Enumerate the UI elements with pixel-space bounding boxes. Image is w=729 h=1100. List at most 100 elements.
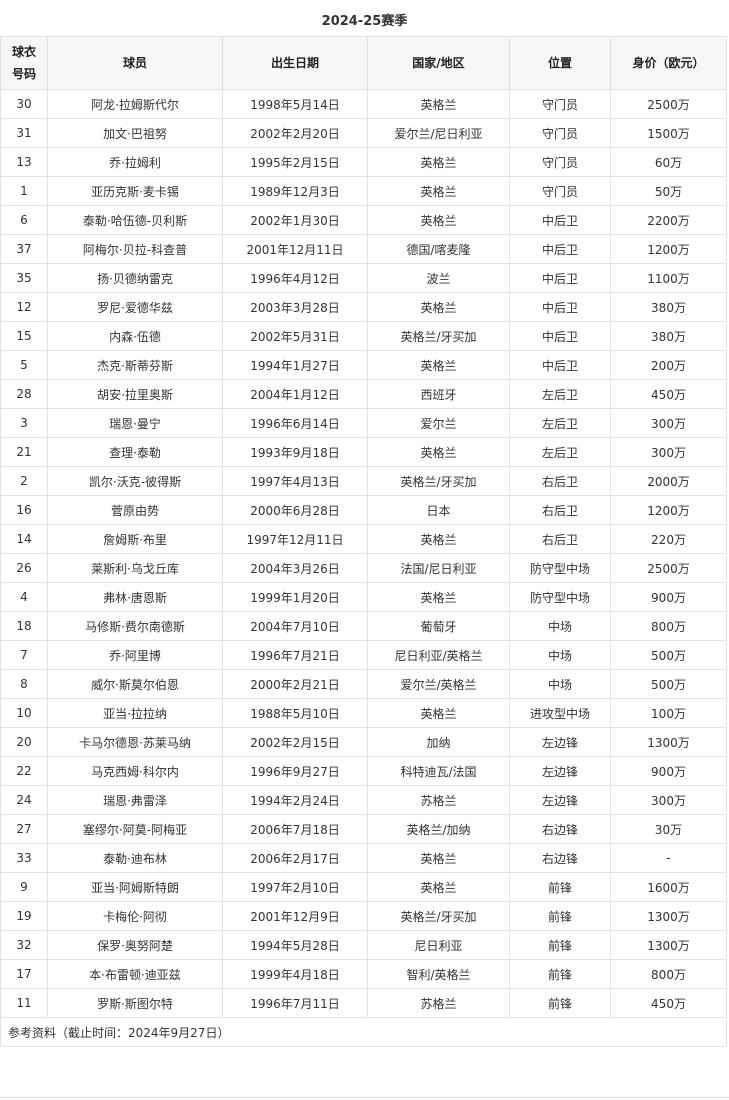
cell-number: 19 (0, 901, 48, 931)
table-row: 4 弗林·唐恩斯 1999年1月20日 英格兰 防守型中场 900万 (0, 582, 727, 612)
table-row: 1 亚历克斯·麦卡锡 1989年12月3日 英格兰 守门员 50万 (0, 176, 727, 206)
cell-birthdate: 1999年1月20日 (222, 582, 368, 612)
table-row: 16 菅原由势 2000年6月28日 日本 右后卫 1200万 (0, 495, 727, 525)
header-position: 位置 (509, 36, 611, 90)
cell-value: 220万 (610, 524, 727, 554)
cell-nation: 英格兰 (367, 843, 510, 873)
cell-position: 左后卫 (509, 437, 611, 467)
cell-birthdate: 1996年4月12日 (222, 263, 368, 293)
cell-player: 阿梅尔·贝拉-科查普 (47, 234, 223, 264)
cell-number: 4 (0, 582, 48, 612)
cell-nation: 西班牙 (367, 379, 510, 409)
cell-position: 右后卫 (509, 524, 611, 554)
cell-player: 胡安·拉里奥斯 (47, 379, 223, 409)
cell-value: 380万 (610, 292, 727, 322)
cell-position: 进攻型中场 (509, 698, 611, 728)
cell-value: 1300万 (610, 930, 727, 960)
cell-player: 马修斯·费尔南德斯 (47, 611, 223, 641)
footer-row: 参考资料（截止时间：2024年9月27日） (0, 1017, 727, 1047)
cell-number: 2 (0, 466, 48, 496)
cell-value: 800万 (610, 611, 727, 641)
cell-position: 中后卫 (509, 321, 611, 351)
cell-birthdate: 1996年6月14日 (222, 408, 368, 438)
table-row: 27 塞缪尔·阿莫-阿梅亚 2006年7月18日 英格兰/加纳 右边锋 30万 (0, 814, 727, 844)
table-row: 22 马克西姆·科尔内 1996年9月27日 科特迪瓦/法国 左边锋 900万 (0, 756, 727, 786)
cell-number: 9 (0, 872, 48, 902)
cell-number: 18 (0, 611, 48, 641)
cell-birthdate: 1998年5月14日 (222, 89, 368, 119)
cell-nation: 英格兰/牙买加 (367, 901, 510, 931)
table-row: 32 保罗·奥努阿楚 1994年5月28日 尼日利亚 前锋 1300万 (0, 930, 727, 960)
cell-value: 900万 (610, 582, 727, 612)
header-value: 身价（欧元） (610, 36, 727, 90)
cell-birthdate: 2002年2月15日 (222, 727, 368, 757)
cell-value: 200万 (610, 350, 727, 380)
cell-position: 左边锋 (509, 756, 611, 786)
cell-player: 罗尼·爱德华兹 (47, 292, 223, 322)
cell-value: 1200万 (610, 495, 727, 525)
cell-player: 菅原由势 (47, 495, 223, 525)
cell-player: 凯尔·沃克-彼得斯 (47, 466, 223, 496)
cell-number: 7 (0, 640, 48, 670)
cell-position: 前锋 (509, 959, 611, 989)
cell-value: 500万 (610, 640, 727, 670)
table-row: 12 罗尼·爱德华兹 2003年3月28日 英格兰 中后卫 380万 (0, 292, 727, 322)
cell-player: 罗斯·斯图尔特 (47, 988, 223, 1018)
cell-nation: 英格兰/牙买加 (367, 321, 510, 351)
cell-nation: 法国/尼日利亚 (367, 553, 510, 583)
table-row: 3 瑞恩·曼宁 1996年6月14日 爱尔兰 左后卫 300万 (0, 408, 727, 438)
table-row: 2 凯尔·沃克-彼得斯 1997年4月13日 英格兰/牙买加 右后卫 2000万 (0, 466, 727, 496)
cell-birthdate: 1988年5月10日 (222, 698, 368, 728)
cell-position: 左边锋 (509, 727, 611, 757)
cell-position: 前锋 (509, 988, 611, 1018)
cell-player: 内森·伍德 (47, 321, 223, 351)
cell-position: 右边锋 (509, 843, 611, 873)
cell-player: 查理·泰勒 (47, 437, 223, 467)
cell-position: 前锋 (509, 930, 611, 960)
cell-birthdate: 1994年1月27日 (222, 350, 368, 380)
cell-nation: 爱尔兰/英格兰 (367, 669, 510, 699)
cell-value: 450万 (610, 379, 727, 409)
cell-position: 左后卫 (509, 379, 611, 409)
cell-number: 10 (0, 698, 48, 728)
cell-position: 左后卫 (509, 408, 611, 438)
table-row: 21 查理·泰勒 1993年9月18日 英格兰 左后卫 300万 (0, 437, 727, 467)
cell-nation: 尼日利亚 (367, 930, 510, 960)
table-row: 11 罗斯·斯图尔特 1996年7月11日 苏格兰 前锋 450万 (0, 988, 727, 1018)
cell-value: 30万 (610, 814, 727, 844)
cell-birthdate: 2003年3月28日 (222, 292, 368, 322)
cell-number: 6 (0, 205, 48, 235)
cell-player: 马克西姆·科尔内 (47, 756, 223, 786)
cell-birthdate: 2006年7月18日 (222, 814, 368, 844)
cell-position: 中后卫 (509, 205, 611, 235)
cell-position: 中后卫 (509, 234, 611, 264)
cell-position: 右后卫 (509, 466, 611, 496)
table-row: 15 内森·伍德 2002年5月31日 英格兰/牙买加 中后卫 380万 (0, 321, 727, 351)
cell-nation: 苏格兰 (367, 785, 510, 815)
cell-number: 33 (0, 843, 48, 873)
cell-value: 300万 (610, 437, 727, 467)
cell-player: 卡马尔德恩·苏莱马纳 (47, 727, 223, 757)
cell-birthdate: 1997年12月11日 (222, 524, 368, 554)
cell-value: 1600万 (610, 872, 727, 902)
cell-nation: 英格兰 (367, 176, 510, 206)
cell-number: 26 (0, 553, 48, 583)
cell-position: 守门员 (509, 89, 611, 119)
cell-player: 塞缪尔·阿莫-阿梅亚 (47, 814, 223, 844)
cell-player: 阿龙·拉姆斯代尔 (47, 89, 223, 119)
cell-birthdate: 1994年2月24日 (222, 785, 368, 815)
cell-player: 加文·巴祖努 (47, 118, 223, 148)
cell-number: 1 (0, 176, 48, 206)
reference-note: 参考资料（截止时间：2024年9月27日） (0, 1017, 727, 1047)
cell-birthdate: 2000年6月28日 (222, 495, 368, 525)
cell-value: 450万 (610, 988, 727, 1018)
cell-number: 12 (0, 292, 48, 322)
cell-player: 扬·贝德纳雷克 (47, 263, 223, 293)
cell-number: 16 (0, 495, 48, 525)
cell-nation: 英格兰/加纳 (367, 814, 510, 844)
table-row: 5 杰克·斯蒂芬斯 1994年1月27日 英格兰 中后卫 200万 (0, 350, 727, 380)
cell-position: 中场 (509, 640, 611, 670)
cell-nation: 苏格兰 (367, 988, 510, 1018)
cell-birthdate: 2000年2月21日 (222, 669, 368, 699)
table-row: 35 扬·贝德纳雷克 1996年4月12日 波兰 中后卫 1100万 (0, 263, 727, 293)
